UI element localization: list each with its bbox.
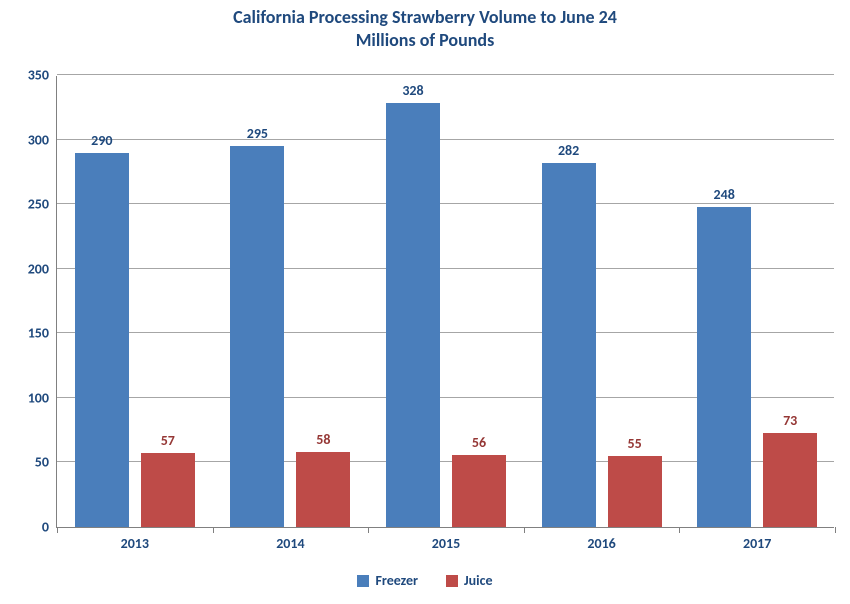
x-tick-mark bbox=[679, 527, 680, 533]
bar-freezer: 290 bbox=[75, 153, 129, 528]
gridline bbox=[57, 74, 834, 75]
bar-juice: 56 bbox=[452, 455, 506, 527]
bar-group: 29558 bbox=[213, 76, 369, 527]
bar-value-label: 290 bbox=[91, 132, 112, 149]
x-tick-label: 2015 bbox=[432, 535, 460, 552]
bar-freezer: 328 bbox=[386, 103, 440, 527]
bar-value-label: 73 bbox=[783, 412, 797, 429]
x-tick-label: 2013 bbox=[121, 535, 149, 552]
chart-container: California Processing Strawberry Volume … bbox=[0, 0, 850, 604]
x-tick-mark bbox=[57, 527, 58, 533]
bar-value-label: 295 bbox=[247, 125, 268, 142]
bar-group: 28255 bbox=[524, 76, 680, 527]
y-tick-label: 0 bbox=[42, 519, 49, 536]
legend-item-freezer: Freezer bbox=[357, 572, 418, 589]
bar-juice: 55 bbox=[608, 456, 662, 527]
x-tick-label: 2014 bbox=[276, 535, 304, 552]
bar-freezer: 282 bbox=[542, 163, 596, 527]
bar-freezer: 248 bbox=[697, 207, 751, 527]
chart-title-line2: Millions of Pounds bbox=[0, 29, 850, 52]
legend-label: Juice bbox=[464, 572, 493, 589]
y-tick-label: 100 bbox=[28, 389, 49, 406]
bar-juice: 57 bbox=[141, 453, 195, 527]
bar-group: 24873 bbox=[679, 76, 835, 527]
bar-value-label: 58 bbox=[316, 431, 330, 448]
y-tick-label: 150 bbox=[28, 325, 49, 342]
x-tick-mark bbox=[835, 527, 836, 533]
legend-label: Freezer bbox=[375, 572, 418, 589]
y-tick-label: 250 bbox=[28, 196, 49, 213]
y-tick-label: 200 bbox=[28, 260, 49, 277]
legend: Freezer Juice bbox=[0, 572, 850, 589]
plot-area: 0501001502002503003502905720132955820143… bbox=[56, 76, 834, 528]
chart-title-line1: California Processing Strawberry Volume … bbox=[0, 6, 850, 29]
bar-value-label: 57 bbox=[161, 432, 175, 449]
bar-group: 32856 bbox=[368, 76, 524, 527]
bar-value-label: 248 bbox=[714, 186, 735, 203]
bar-value-label: 328 bbox=[402, 82, 423, 99]
x-tick-label: 2016 bbox=[587, 535, 615, 552]
x-tick-label: 2017 bbox=[743, 535, 771, 552]
y-tick-label: 50 bbox=[35, 454, 49, 471]
bar-group: 29057 bbox=[57, 76, 213, 527]
y-tick-label: 350 bbox=[28, 67, 49, 84]
bar-value-label: 282 bbox=[558, 142, 579, 159]
legend-item-juice: Juice bbox=[446, 572, 493, 589]
bar-juice: 58 bbox=[296, 452, 350, 527]
x-tick-mark bbox=[213, 527, 214, 533]
x-tick-mark bbox=[524, 527, 525, 533]
legend-swatch bbox=[446, 575, 458, 587]
legend-swatch bbox=[357, 575, 369, 587]
bar-freezer: 295 bbox=[230, 146, 284, 527]
bar-value-label: 56 bbox=[472, 434, 486, 451]
y-tick-label: 300 bbox=[28, 131, 49, 148]
bar-value-label: 55 bbox=[627, 435, 641, 452]
x-tick-mark bbox=[368, 527, 369, 533]
bar-juice: 73 bbox=[763, 433, 817, 527]
chart-title: California Processing Strawberry Volume … bbox=[0, 6, 850, 51]
